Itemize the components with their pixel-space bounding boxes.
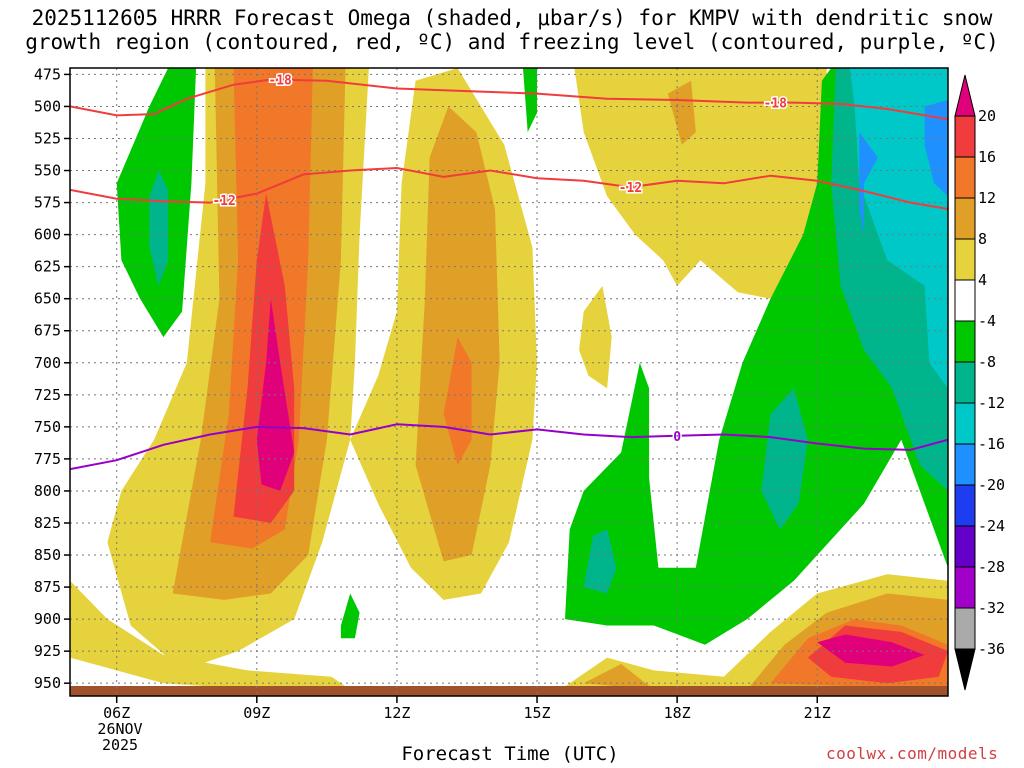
contour-label-1-1: -12: [619, 181, 642, 196]
contour-label-0-1: -18: [763, 97, 787, 112]
colorbar-label-9: -20: [978, 476, 1005, 494]
omega-region-23: [583, 529, 617, 594]
colorbar-swatch-4: [954, 238, 976, 281]
colorbar-label-1: 16: [978, 148, 996, 166]
colorbar-swatch-3: [954, 197, 976, 240]
colorbar-arrow-top: [954, 74, 976, 117]
omega-region-1: [70, 580, 351, 690]
time-axis: 06Z 09Z 12Z 15Z 18Z 21Z: [103, 696, 831, 722]
contour-line-0: [70, 78, 948, 121]
omega-region-26: [849, 68, 948, 389]
contour-label-2-0: 0: [673, 430, 681, 445]
y-tick-label-1: 500: [34, 97, 61, 115]
colorbar-label-5: -4: [978, 312, 996, 330]
colorbar-label-12: -32: [978, 599, 1005, 617]
omega-region-8: [583, 664, 654, 690]
y-tick-label-11: 750: [34, 418, 61, 436]
contour-labels: -18 -18 -12 -12 0: [211, 72, 789, 446]
colorbar-swatch-7: [954, 361, 976, 404]
y-tick-label-14: 825: [34, 514, 61, 532]
y-tick-label-17: 900: [34, 610, 61, 628]
y-tick-label-2: 525: [34, 129, 61, 147]
omega-region-28: [924, 100, 948, 197]
chart-title: 2025112605 HRRR Forecast Omega (shaded, …: [0, 6, 1024, 54]
omega-region-21: [340, 593, 360, 639]
colorbar-swatch-8: [954, 402, 976, 445]
colorbar-label-8: -16: [978, 435, 1005, 453]
colorbar: 20 16 12 8 4 -4 -8 -12 -16 -20 -24 -28 -32 -36: [954, 74, 1005, 691]
contour-label-0-0: -18: [268, 74, 292, 89]
x-axis-label: Forecast Time (UTC): [401, 743, 619, 765]
y-tick-label-7: 650: [34, 290, 61, 308]
omega-region-12: [443, 337, 472, 466]
colorbar-label-3: 8: [978, 230, 987, 248]
x-tick-label-5: 21Z: [804, 704, 831, 722]
title-line-1: 2025112605 HRRR Forecast Omega (shaded, …: [31, 6, 993, 30]
colorbar-swatch-11: [954, 525, 976, 568]
pressure-axis: 475 500 525 550 575 600 625 650 675 700 725 750 775 8…: [34, 65, 70, 692]
x-tick-label-1: 09Z: [243, 704, 270, 722]
omega-region-7: [415, 106, 500, 562]
colorbar-swatch-1: [954, 115, 976, 158]
y-tick-label-16: 875: [34, 578, 61, 596]
grid-lines: [70, 68, 948, 696]
omega-region-17: [817, 634, 925, 667]
colorbar-swatch-2: [954, 156, 976, 199]
contour-line-1: [70, 166, 948, 210]
colorbar-swatch-13: [954, 607, 976, 650]
omega-region-19: [523, 68, 537, 133]
x-tick-label-4: 18Z: [664, 704, 691, 722]
colorbar-label-4: 4: [978, 271, 987, 289]
y-tick-label-9: 700: [34, 354, 61, 372]
colorbar-label-13: -36: [978, 640, 1005, 658]
y-tick-label-8: 675: [34, 322, 61, 340]
y-tick-label-19: 950: [34, 674, 61, 692]
y-tick-label-4: 575: [34, 194, 61, 212]
y-tick-label-5: 600: [34, 226, 61, 244]
colorbar-swatch-6: [954, 320, 976, 363]
contour-line-2: [70, 423, 948, 471]
x-tick-label-3: 15Z: [523, 704, 550, 722]
colorbar-swatch-12: [954, 566, 976, 609]
y-tick-label-6: 625: [34, 258, 61, 276]
contour-label-1-0: -12: [212, 194, 235, 209]
date-label: 26NOV 2025: [80, 721, 160, 753]
colorbar-arrow-bottom: [954, 648, 976, 691]
y-tick-label-10: 725: [34, 386, 61, 404]
colorbar-label-6: -8: [978, 353, 996, 371]
colorbar-label-2: 12: [978, 189, 996, 207]
colorbar-label-11: -28: [978, 558, 1005, 576]
temperature-contours: [70, 78, 948, 471]
omega-region-27: [859, 132, 878, 235]
y-tick-label-18: 925: [34, 642, 61, 660]
ground-strip: [70, 686, 948, 696]
y-tick-label-13: 800: [34, 482, 61, 500]
date-day: 26NOV: [97, 720, 143, 738]
colorbar-swatch-10: [954, 484, 976, 527]
omega-region-10: [667, 80, 696, 145]
colorbar-swatch-9: [954, 443, 976, 486]
omega-region-3: [574, 68, 827, 299]
x-tick-label-0: 06Z: [103, 704, 130, 722]
x-tick-label-2: 12Z: [383, 704, 410, 722]
colorbar-label-7: -12: [978, 394, 1005, 412]
y-tick-label-0: 475: [34, 65, 61, 83]
colorbar-label-0: 20: [978, 107, 996, 125]
colorbar-label-10: -24: [978, 517, 1005, 535]
colorbar-swatch-5: [954, 279, 976, 322]
plot-frame: [69, 67, 949, 697]
y-tick-label-3: 550: [34, 162, 61, 180]
credit-link[interactable]: coolwx.com/models: [826, 744, 999, 763]
omega-region-22: [149, 170, 169, 286]
y-tick-label-15: 850: [34, 546, 61, 564]
y-tick-label-12: 775: [34, 450, 61, 468]
title-line-2: growth region (contoured, red, ºC) and f…: [25, 30, 999, 54]
date-year: 2025: [101, 736, 139, 754]
